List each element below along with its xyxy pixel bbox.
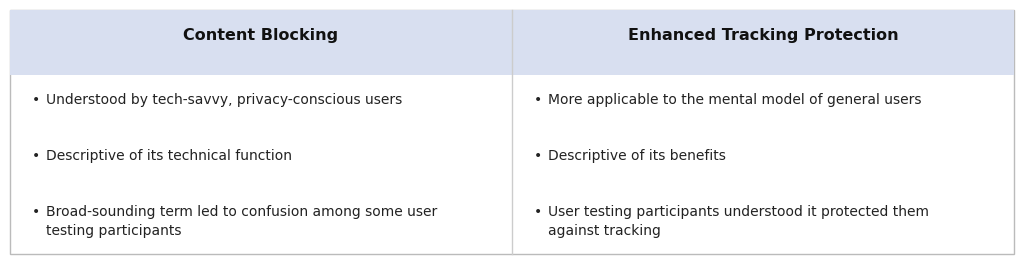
Text: •: •: [32, 205, 40, 219]
Text: Broad-sounding term led to confusion among some user
testing participants: Broad-sounding term led to confusion amo…: [46, 205, 437, 238]
Text: Descriptive of its technical function: Descriptive of its technical function: [46, 149, 292, 163]
Text: User testing participants understood it protected them
against tracking: User testing participants understood it …: [548, 205, 929, 238]
Text: Content Blocking: Content Blocking: [183, 28, 339, 43]
Bar: [10, 10, 512, 75]
Text: Enhanced Tracking Protection: Enhanced Tracking Protection: [628, 28, 898, 43]
Text: Descriptive of its benefits: Descriptive of its benefits: [548, 149, 726, 163]
Text: •: •: [32, 93, 40, 107]
Text: Understood by tech-savvy, privacy-conscious users: Understood by tech-savvy, privacy-consci…: [46, 93, 402, 107]
Text: •: •: [534, 93, 543, 107]
Text: •: •: [32, 149, 40, 163]
Text: •: •: [534, 149, 543, 163]
Text: More applicable to the mental model of general users: More applicable to the mental model of g…: [548, 93, 922, 107]
Bar: [512, 10, 1014, 75]
Text: •: •: [534, 205, 543, 219]
